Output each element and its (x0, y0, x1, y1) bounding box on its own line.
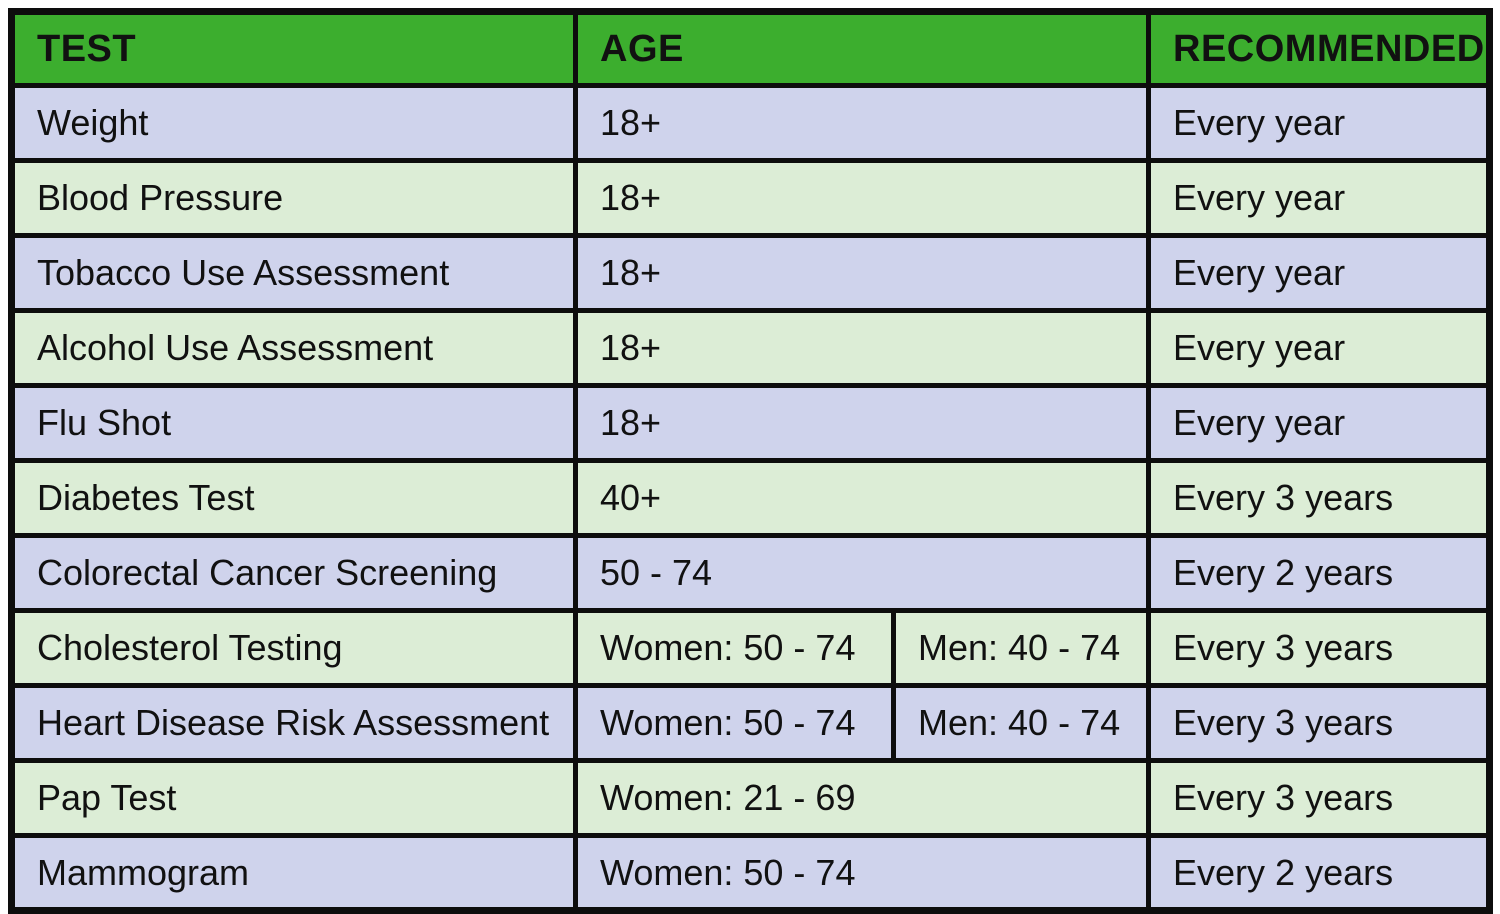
recommended-cell: Every 2 years (1146, 833, 1493, 913)
table-row-alcohol-use: Alcohol Use Assessment 18+ Every year (9, 308, 1493, 388)
table-row-colorectal-screening: Colorectal Cancer Screening 50 - 74 Ever… (9, 533, 1493, 613)
test-cell: Diabetes Test (9, 458, 578, 538)
table-row-flu-shot: Flu Shot 18+ Every year (9, 383, 1493, 463)
column-header-age: AGE (572, 9, 1152, 88)
header-row: TEST AGE RECOMMENDED (9, 9, 1493, 88)
table-row-diabetes-test: Diabetes Test 40+ Every 3 years (9, 458, 1493, 538)
age-women-cell: Women: 50 - 74 (573, 683, 896, 763)
recommended-cell: Every 3 years (1146, 608, 1493, 688)
test-cell: Colorectal Cancer Screening (9, 533, 578, 613)
age-men-cell: Men: 40 - 74 (890, 608, 1152, 688)
age-cell: 50 - 74 (572, 533, 1152, 613)
recommended-cell: Every year (1146, 308, 1493, 388)
column-header-test: TEST (9, 9, 578, 88)
table-row-weight: Weight 18+ Every year (9, 83, 1493, 163)
table-row-cholesterol-testing: Cholesterol Testing Women: 50 - 74 Men: … (9, 608, 1493, 688)
table-row-tobacco-use: Tobacco Use Assessment 18+ Every year (9, 233, 1493, 313)
age-cell: 18+ (572, 383, 1152, 463)
recommended-cell: Every 3 years (1146, 758, 1493, 838)
age-women-cell: Women: 50 - 74 (573, 608, 896, 688)
table-row-mammogram: Mammogram Women: 50 - 74 Every 2 years (9, 833, 1493, 913)
age-cell: Women: 50 - 74 (572, 833, 1152, 913)
recommended-cell: Every year (1146, 83, 1493, 163)
test-cell: Alcohol Use Assessment (9, 308, 578, 388)
recommended-cell: Every 2 years (1146, 533, 1493, 613)
recommended-cell: Every year (1146, 383, 1493, 463)
screening-table: TEST AGE RECOMMENDED Weight 18+ Every ye… (8, 8, 1494, 914)
test-cell: Mammogram (9, 833, 578, 913)
test-cell: Cholesterol Testing (9, 608, 578, 688)
age-men-cell: Men: 40 - 74 (890, 683, 1152, 763)
test-cell: Blood Pressure (9, 158, 578, 238)
test-cell: Weight (9, 83, 578, 163)
test-cell: Flu Shot (9, 383, 578, 463)
test-cell: Pap Test (9, 758, 578, 838)
recommended-cell: Every 3 years (1146, 683, 1493, 763)
table-row-heart-disease-risk: Heart Disease Risk Assessment Women: 50 … (9, 683, 1493, 763)
age-cell: 18+ (572, 308, 1152, 388)
age-cell: 18+ (572, 83, 1152, 163)
test-cell: Heart Disease Risk Assessment (9, 683, 578, 763)
table-row-pap-test: Pap Test Women: 21 - 69 Every 3 years (9, 758, 1493, 838)
column-header-recommended: RECOMMENDED (1146, 9, 1493, 88)
age-cell: 18+ (572, 233, 1152, 313)
age-cell: Women: 21 - 69 (572, 758, 1152, 838)
test-cell: Tobacco Use Assessment (9, 233, 578, 313)
recommended-cell: Every 3 years (1146, 458, 1493, 538)
recommended-cell: Every year (1146, 158, 1493, 238)
age-cell: 18+ (572, 158, 1152, 238)
table-row-blood-pressure: Blood Pressure 18+ Every year (9, 158, 1493, 238)
recommended-cell: Every year (1146, 233, 1493, 313)
age-cell: 40+ (572, 458, 1152, 538)
